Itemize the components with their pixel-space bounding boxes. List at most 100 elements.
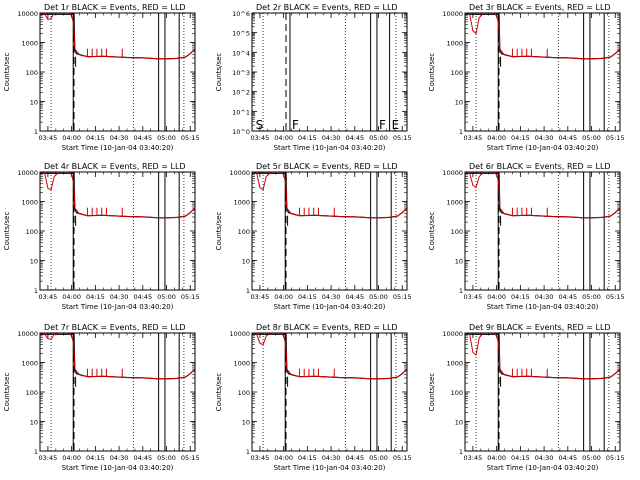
- chart-title: Det 7r BLACK = Events, RED = LLD: [44, 323, 186, 332]
- chart-title: Det 6r BLACK = Events, RED = LLD: [469, 162, 611, 171]
- detector-panel: Det 6r BLACK = Events, RED = LLD Counts/s…: [428, 162, 625, 311]
- x-tick-label: 04:00: [487, 454, 506, 462]
- y-tick-label: 1000: [21, 40, 38, 48]
- x-tick-label: 04:00: [487, 293, 506, 301]
- x-tick-label: 04:00: [62, 454, 81, 462]
- x-tick-label: 03:45: [39, 454, 58, 462]
- event-marker-label: F: [379, 118, 386, 132]
- chart-title: Det 1r BLACK = Events, RED = LLD: [44, 3, 186, 12]
- detector-panel: Det 4r BLACK = Events, RED = LLD Counts/s…: [3, 162, 200, 311]
- y-axis-label: Counts/sec: [215, 53, 223, 92]
- events-series-line: [40, 13, 196, 60]
- x-tick-label: 04:45: [133, 293, 152, 301]
- y-tick-label: 10: [30, 99, 38, 107]
- detector-panel: Det 1r BLACK = Events, RED = LLD Counts/s…: [3, 3, 200, 152]
- x-axis-label: Start Time (10-Jan-04 03:40:20): [62, 464, 174, 472]
- lld-series-line: [465, 12, 621, 60]
- y-axis-label: Counts/sec: [428, 212, 436, 251]
- y-tick-label: 10^3: [232, 69, 250, 77]
- x-tick-label: 04:00: [274, 293, 293, 301]
- lld-series-line: [40, 171, 196, 219]
- y-tick-label: 1: [246, 287, 250, 295]
- x-tick-label: 03:45: [39, 293, 58, 301]
- x-tick-label: 05:00: [582, 293, 601, 301]
- y-tick-label: 100: [451, 69, 463, 77]
- y-tick-label: 10: [455, 99, 463, 107]
- x-tick-label: 05:00: [369, 454, 388, 462]
- chart-title: Det 3r BLACK = Events, RED = LLD: [469, 3, 611, 12]
- y-axis-label: Counts/sec: [3, 373, 11, 412]
- chart-title: Det 2r BLACK = Events, RED = LLD: [256, 3, 398, 12]
- y-axis-label: Counts/sec: [215, 373, 223, 412]
- x-tick-label: 04:45: [345, 454, 364, 462]
- x-tick-label: 04:15: [511, 454, 530, 462]
- detector-panel: Det 7r BLACK = Events, RED = LLD Counts/s…: [3, 323, 200, 472]
- x-tick-label: 04:15: [86, 454, 105, 462]
- x-tick-label: 04:45: [558, 454, 577, 462]
- x-tick-label: 03:45: [251, 293, 270, 301]
- y-tick-label: 10: [455, 419, 463, 427]
- lld-series-line: [465, 332, 621, 380]
- x-tick-label: 05:15: [181, 293, 200, 301]
- x-tick-label: 04:30: [535, 454, 554, 462]
- x-tick-label: 05:00: [582, 134, 601, 142]
- lld-series-line: [252, 332, 408, 380]
- y-tick-label: 10: [242, 258, 250, 266]
- x-tick-label: 04:00: [274, 134, 293, 142]
- x-axis-label: Start Time (10-Jan-04 03:40:20): [487, 464, 599, 472]
- x-tick-label: 05:00: [157, 134, 176, 142]
- y-tick-label: 1000: [446, 199, 463, 207]
- x-axis-label: Start Time (10-Jan-04 03:40:20): [62, 144, 174, 152]
- y-tick-label: 10000: [442, 169, 463, 177]
- y-tick-label: 10000: [17, 169, 38, 177]
- lld-series-line: [252, 171, 408, 219]
- y-tick-label: 1: [34, 128, 38, 136]
- y-tick-label: 10000: [442, 330, 463, 338]
- plot-frame: [251, 171, 408, 291]
- x-tick-label: 04:30: [110, 454, 129, 462]
- y-tick-label: 100: [238, 228, 250, 236]
- y-tick-label: 100: [26, 389, 38, 397]
- x-tick-label: 05:00: [582, 454, 601, 462]
- x-tick-label: 04:15: [86, 293, 105, 301]
- x-tick-label: 03:45: [464, 293, 483, 301]
- y-tick-label: 1000: [233, 199, 250, 207]
- y-tick-label: 10000: [229, 169, 250, 177]
- y-tick-label: 10^0: [232, 128, 250, 136]
- event-marker-label: E: [392, 118, 400, 132]
- y-axis-label: Counts/sec: [3, 212, 11, 251]
- x-axis-label: Start Time (10-Jan-04 03:40:20): [487, 144, 599, 152]
- x-tick-label: 03:45: [251, 134, 270, 142]
- x-tick-label: 03:45: [464, 134, 483, 142]
- plot-frame: [251, 12, 408, 132]
- chart-title: Det 9r BLACK = Events, RED = LLD: [469, 323, 611, 332]
- event-marker-label: S: [256, 118, 264, 132]
- x-tick-label: 05:15: [606, 134, 625, 142]
- y-tick-label: 100: [451, 228, 463, 236]
- x-tick-label: 04:45: [345, 134, 364, 142]
- y-tick-label: 10000: [229, 330, 250, 338]
- plot-frame: [39, 332, 196, 452]
- x-axis-label: Start Time (10-Jan-04 03:40:20): [274, 303, 386, 311]
- y-tick-label: 100: [451, 389, 463, 397]
- events-series-line: [40, 333, 196, 380]
- x-tick-label: 04:15: [298, 293, 317, 301]
- y-tick-label: 10^1: [232, 108, 250, 116]
- y-tick-label: 1000: [21, 199, 38, 207]
- y-axis-label: Counts/sec: [215, 212, 223, 251]
- events-series-line: [465, 172, 621, 219]
- x-tick-label: 04:15: [298, 134, 317, 142]
- y-tick-label: 100: [238, 389, 250, 397]
- x-tick-label: 05:00: [157, 293, 176, 301]
- y-tick-label: 10: [242, 419, 250, 427]
- x-tick-label: 04:30: [110, 134, 129, 142]
- detector-panel: Det 8r BLACK = Events, RED = LLD Counts/s…: [215, 323, 412, 472]
- y-axis-label: Counts/sec: [428, 53, 436, 92]
- x-tick-label: 04:30: [322, 134, 341, 142]
- x-tick-label: 04:30: [535, 293, 554, 301]
- events-series-line: [252, 172, 408, 219]
- y-tick-label: 10000: [17, 330, 38, 338]
- lld-series-line: [40, 332, 196, 380]
- y-tick-label: 1000: [233, 360, 250, 368]
